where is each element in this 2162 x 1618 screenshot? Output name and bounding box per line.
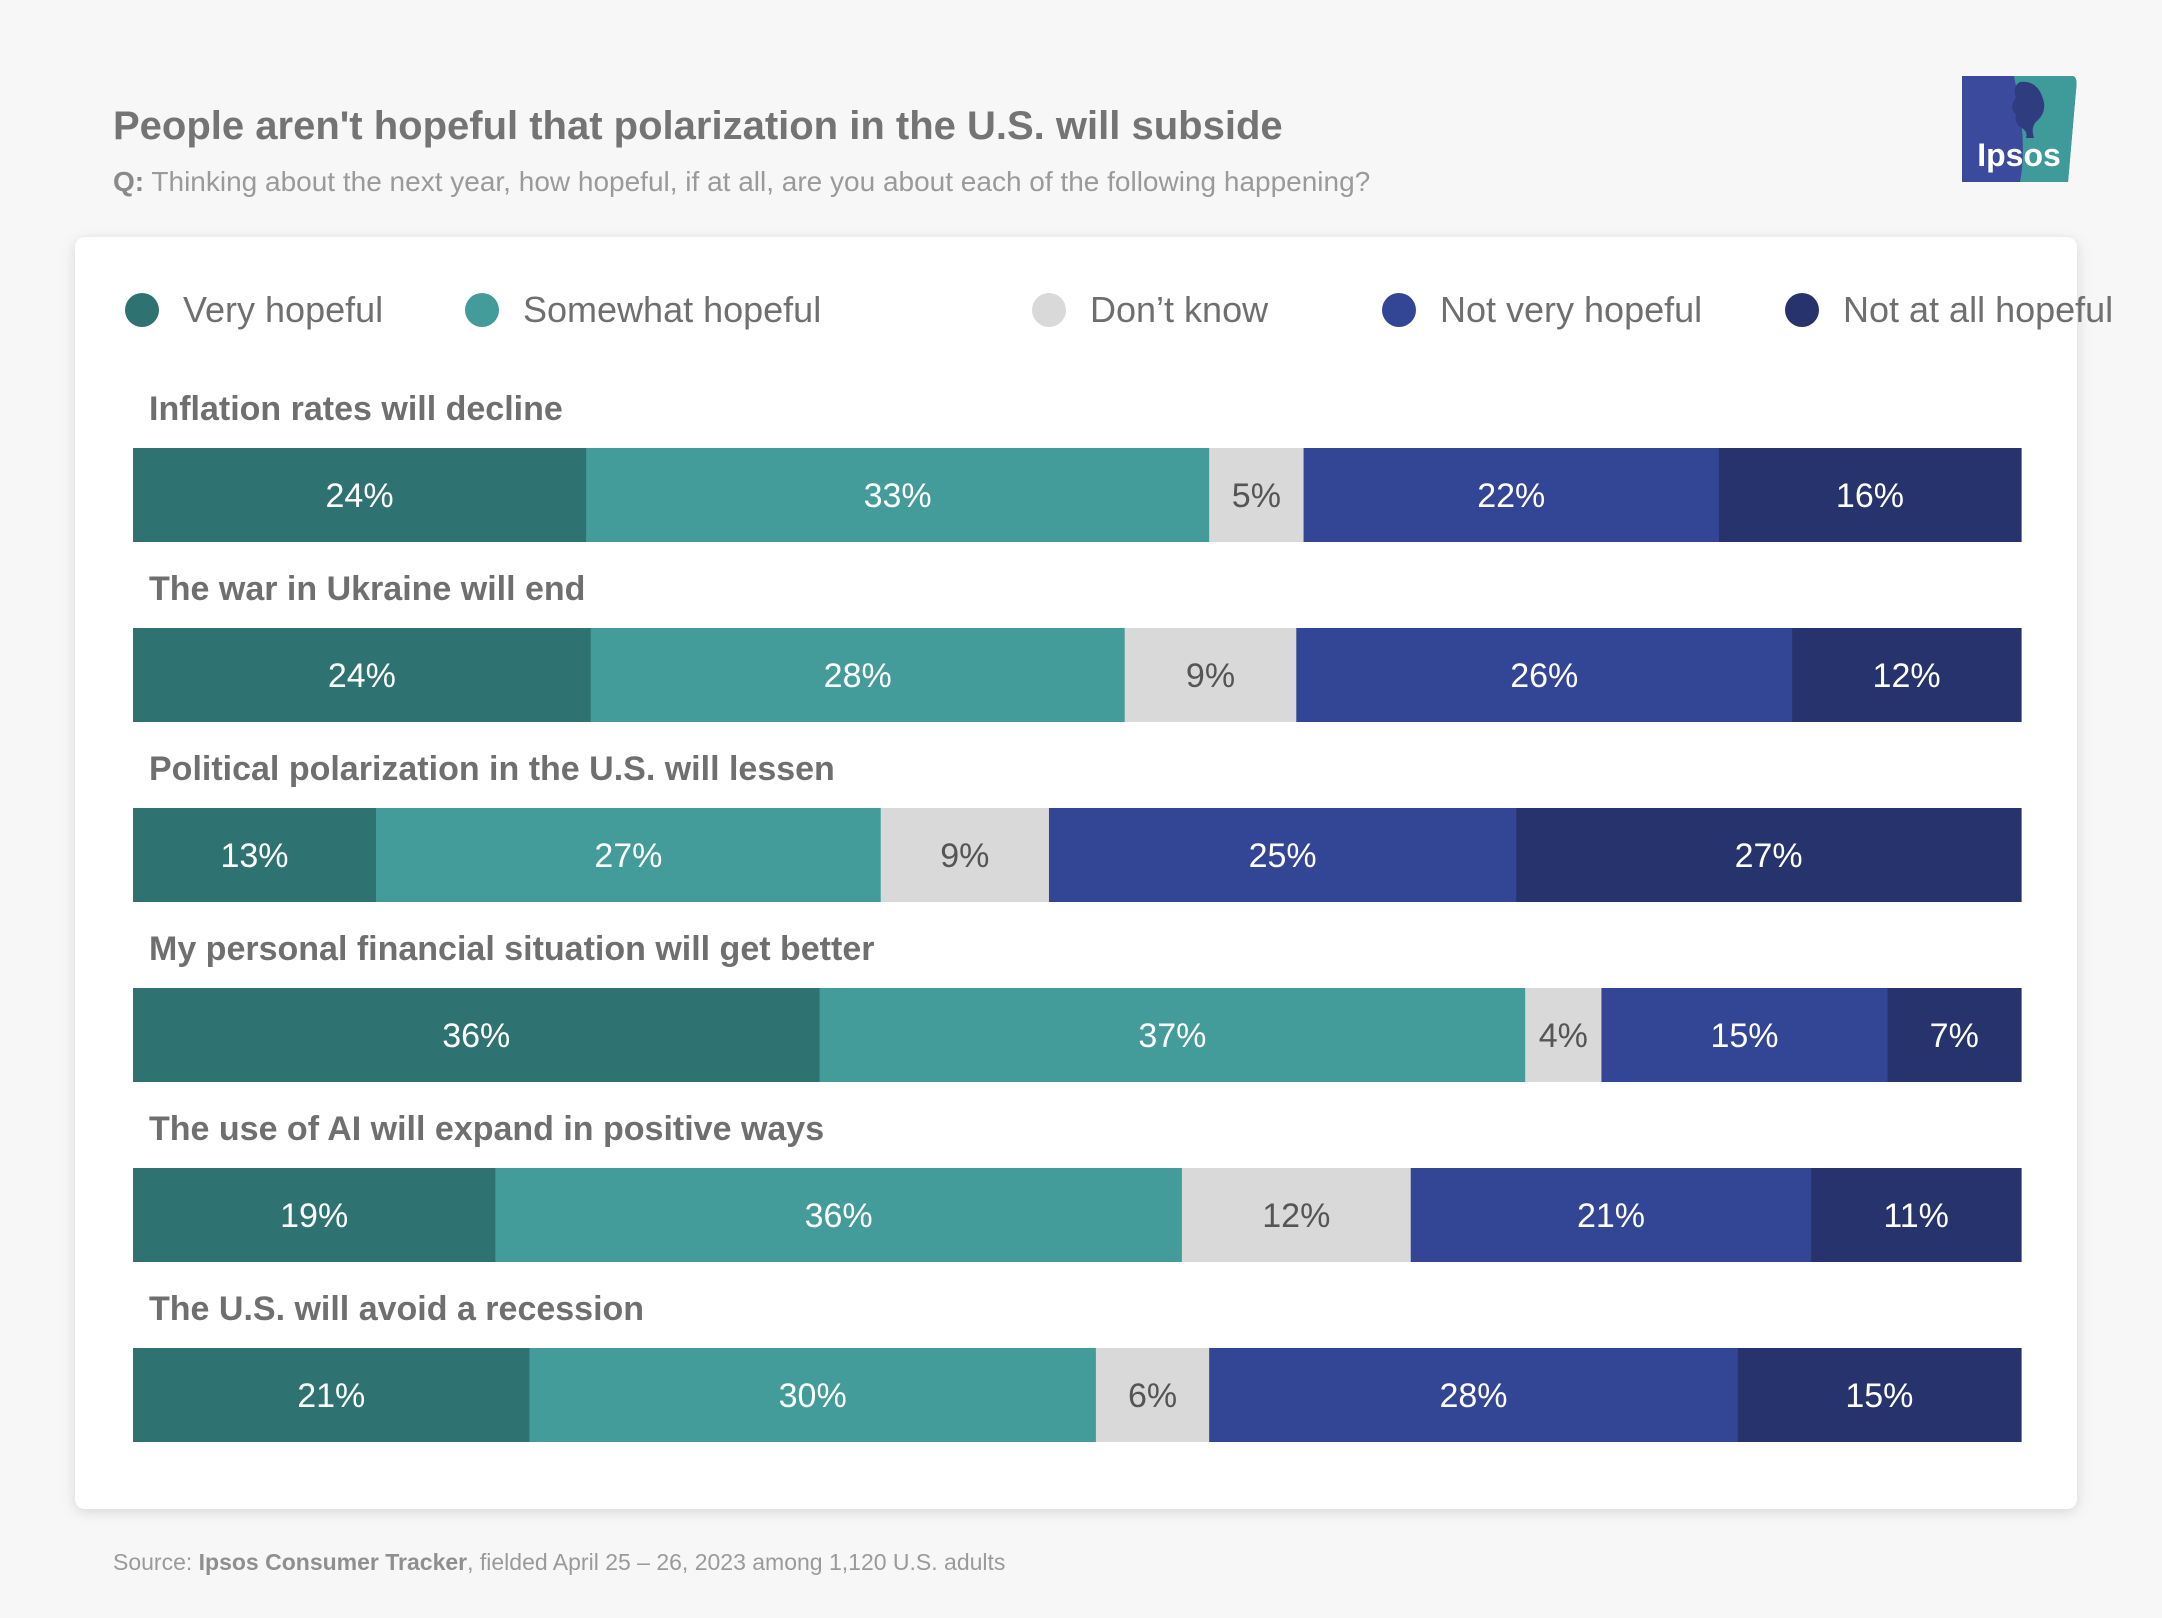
category-label: Political polarization in the U.S. will …: [149, 750, 835, 788]
data-label: 13%: [220, 837, 288, 875]
data-label: 12%: [1262, 1197, 1330, 1235]
legend-swatch: [1382, 293, 1416, 327]
bar-segment-somewhat-hopeful: [495, 1168, 1183, 1262]
bar-segment-somewhat-hopeful: [376, 808, 882, 902]
data-label: 30%: [779, 1377, 847, 1415]
legend-swatch: [465, 293, 499, 327]
legend-item-not-at-all-hopeful: Not at all hopeful: [1785, 289, 2113, 331]
data-label: 28%: [824, 657, 892, 695]
data-label: 6%: [1128, 1377, 1177, 1415]
data-label: 21%: [297, 1377, 365, 1415]
data-label: 5%: [1232, 477, 1281, 515]
category-label: The war in Ukraine will end: [149, 570, 585, 608]
legend-label: Somewhat hopeful: [523, 289, 822, 330]
category-label: The U.S. will avoid a recession: [149, 1290, 644, 1328]
data-label: 22%: [1477, 477, 1545, 515]
data-label: 11%: [1883, 1197, 1949, 1235]
source-detail: , fielded April 25 – 26, 2023 among 1,12…: [467, 1549, 1006, 1575]
source-note: Source: Ipsos Consumer Tracker, fielded …: [113, 1549, 1005, 1576]
bar-segment-don-t-know: [1209, 448, 1305, 542]
data-label: 33%: [864, 477, 932, 515]
bar-segment-not-very-hopeful: [1048, 808, 1517, 902]
logo-head-silhouette: [2012, 81, 2045, 138]
legend-item-don-t-know: Don’t know: [1032, 289, 1268, 331]
data-label: 26%: [1510, 657, 1578, 695]
source-name: Ipsos Consumer Tracker: [198, 1549, 468, 1575]
bar-segment-not-at-all-hopeful: [1811, 1168, 2022, 1262]
data-label: 16%: [1836, 477, 1904, 515]
category-label: Inflation rates will decline: [149, 390, 563, 428]
source-prefix: Source:: [113, 1549, 193, 1575]
data-label: 24%: [328, 657, 396, 695]
bar-segment-not-at-all-hopeful: [1737, 1348, 2022, 1442]
logo-text: Ipsos: [1977, 137, 2061, 173]
bar-segment-not-at-all-hopeful: [1887, 988, 2022, 1082]
data-label: 28%: [1439, 1377, 1507, 1415]
data-label: 15%: [1710, 1017, 1778, 1055]
bar-segment-don-t-know: [1181, 1168, 1412, 1262]
data-label: 9%: [940, 837, 989, 875]
legend-item-not-very-hopeful: Not very hopeful: [1382, 289, 1702, 331]
data-label: 24%: [326, 477, 394, 515]
bar-segment-somewhat-hopeful: [590, 628, 1126, 722]
data-label: 4%: [1539, 1017, 1588, 1055]
bar-segment-not-very-hopeful: [1209, 1348, 1739, 1442]
legend-swatch: [125, 293, 159, 327]
bar-segment-don-t-know: [880, 808, 1050, 902]
legend-label: Don’t know: [1090, 289, 1269, 330]
chart-subtitle: Q: Thinking about the next year, how hop…: [113, 166, 1370, 198]
bar-segment-very-hopeful: [133, 808, 377, 902]
data-label: 27%: [1735, 837, 1803, 875]
bar-segment-very-hopeful: [133, 1168, 496, 1262]
legend-item-very-hopeful: Very hopeful: [125, 289, 383, 331]
chart-legend: Very hopeful Somewhat hopeful Don’t know No…: [125, 289, 2113, 339]
ipsos-logo: Ipsos: [1962, 76, 2077, 182]
data-label: 37%: [1138, 1017, 1206, 1055]
chart-title: People aren't hopeful that polarization …: [113, 104, 1283, 148]
category-label: The use of AI will expand in positive wa…: [149, 1110, 824, 1148]
bar-segment-somewhat-hopeful: [819, 988, 1526, 1082]
data-label: 21%: [1577, 1197, 1645, 1235]
bar-segment-very-hopeful: [133, 988, 821, 1082]
bar-segment-very-hopeful: [133, 448, 587, 542]
chart-card: Very hopeful Somewhat hopeful Don’t know No…: [75, 237, 2113, 1509]
data-label: 19%: [280, 1197, 348, 1235]
legend-label: Very hopeful: [183, 289, 384, 330]
legend-label: Not at all hopeful: [1843, 289, 2114, 330]
data-label: 15%: [1845, 1377, 1913, 1415]
data-label: 25%: [1249, 837, 1317, 875]
question-prefix: Q:: [113, 166, 145, 197]
bar-segment-somewhat-hopeful: [586, 448, 1210, 542]
bar-segment-not-very-hopeful: [1296, 628, 1793, 722]
bar-segment-don-t-know: [1124, 628, 1297, 722]
bar-segment-not-very-hopeful: [1303, 448, 1720, 542]
data-label: 36%: [442, 1017, 510, 1055]
bar-segment-don-t-know: [1525, 988, 1603, 1082]
bar-segment-not-at-all-hopeful: [1792, 628, 2022, 722]
bar-segment-not-at-all-hopeful: [1718, 448, 2022, 542]
data-label: 36%: [805, 1197, 873, 1235]
question-text: Thinking about the next year, how hopefu…: [151, 166, 1371, 197]
data-label: 12%: [1873, 657, 1941, 695]
bar-segment-not-at-all-hopeful: [1516, 808, 2022, 902]
category-label: My personal financial situation will get…: [149, 930, 874, 968]
bar-segment-don-t-know: [1095, 1348, 1210, 1442]
stacked-bar-chart: Inflation rates will decline 24% 33% 5% 22% 1…: [133, 390, 2022, 1442]
data-label: 7%: [1930, 1017, 1979, 1055]
legend-swatch: [1032, 293, 1066, 327]
legend-item-somewhat-hopeful: Somewhat hopeful: [465, 289, 821, 331]
bar-segment-very-hopeful: [133, 628, 592, 722]
legend-swatch: [1785, 293, 1819, 327]
bar-segment-somewhat-hopeful: [529, 1348, 1097, 1442]
legend-label: Not very hopeful: [1440, 289, 1703, 330]
bar-segment-not-very-hopeful: [1601, 988, 1889, 1082]
bar-segment-not-very-hopeful: [1410, 1168, 1812, 1262]
data-label: 27%: [594, 837, 662, 875]
data-label: 9%: [1186, 657, 1235, 695]
bar-segment-very-hopeful: [133, 1348, 531, 1442]
